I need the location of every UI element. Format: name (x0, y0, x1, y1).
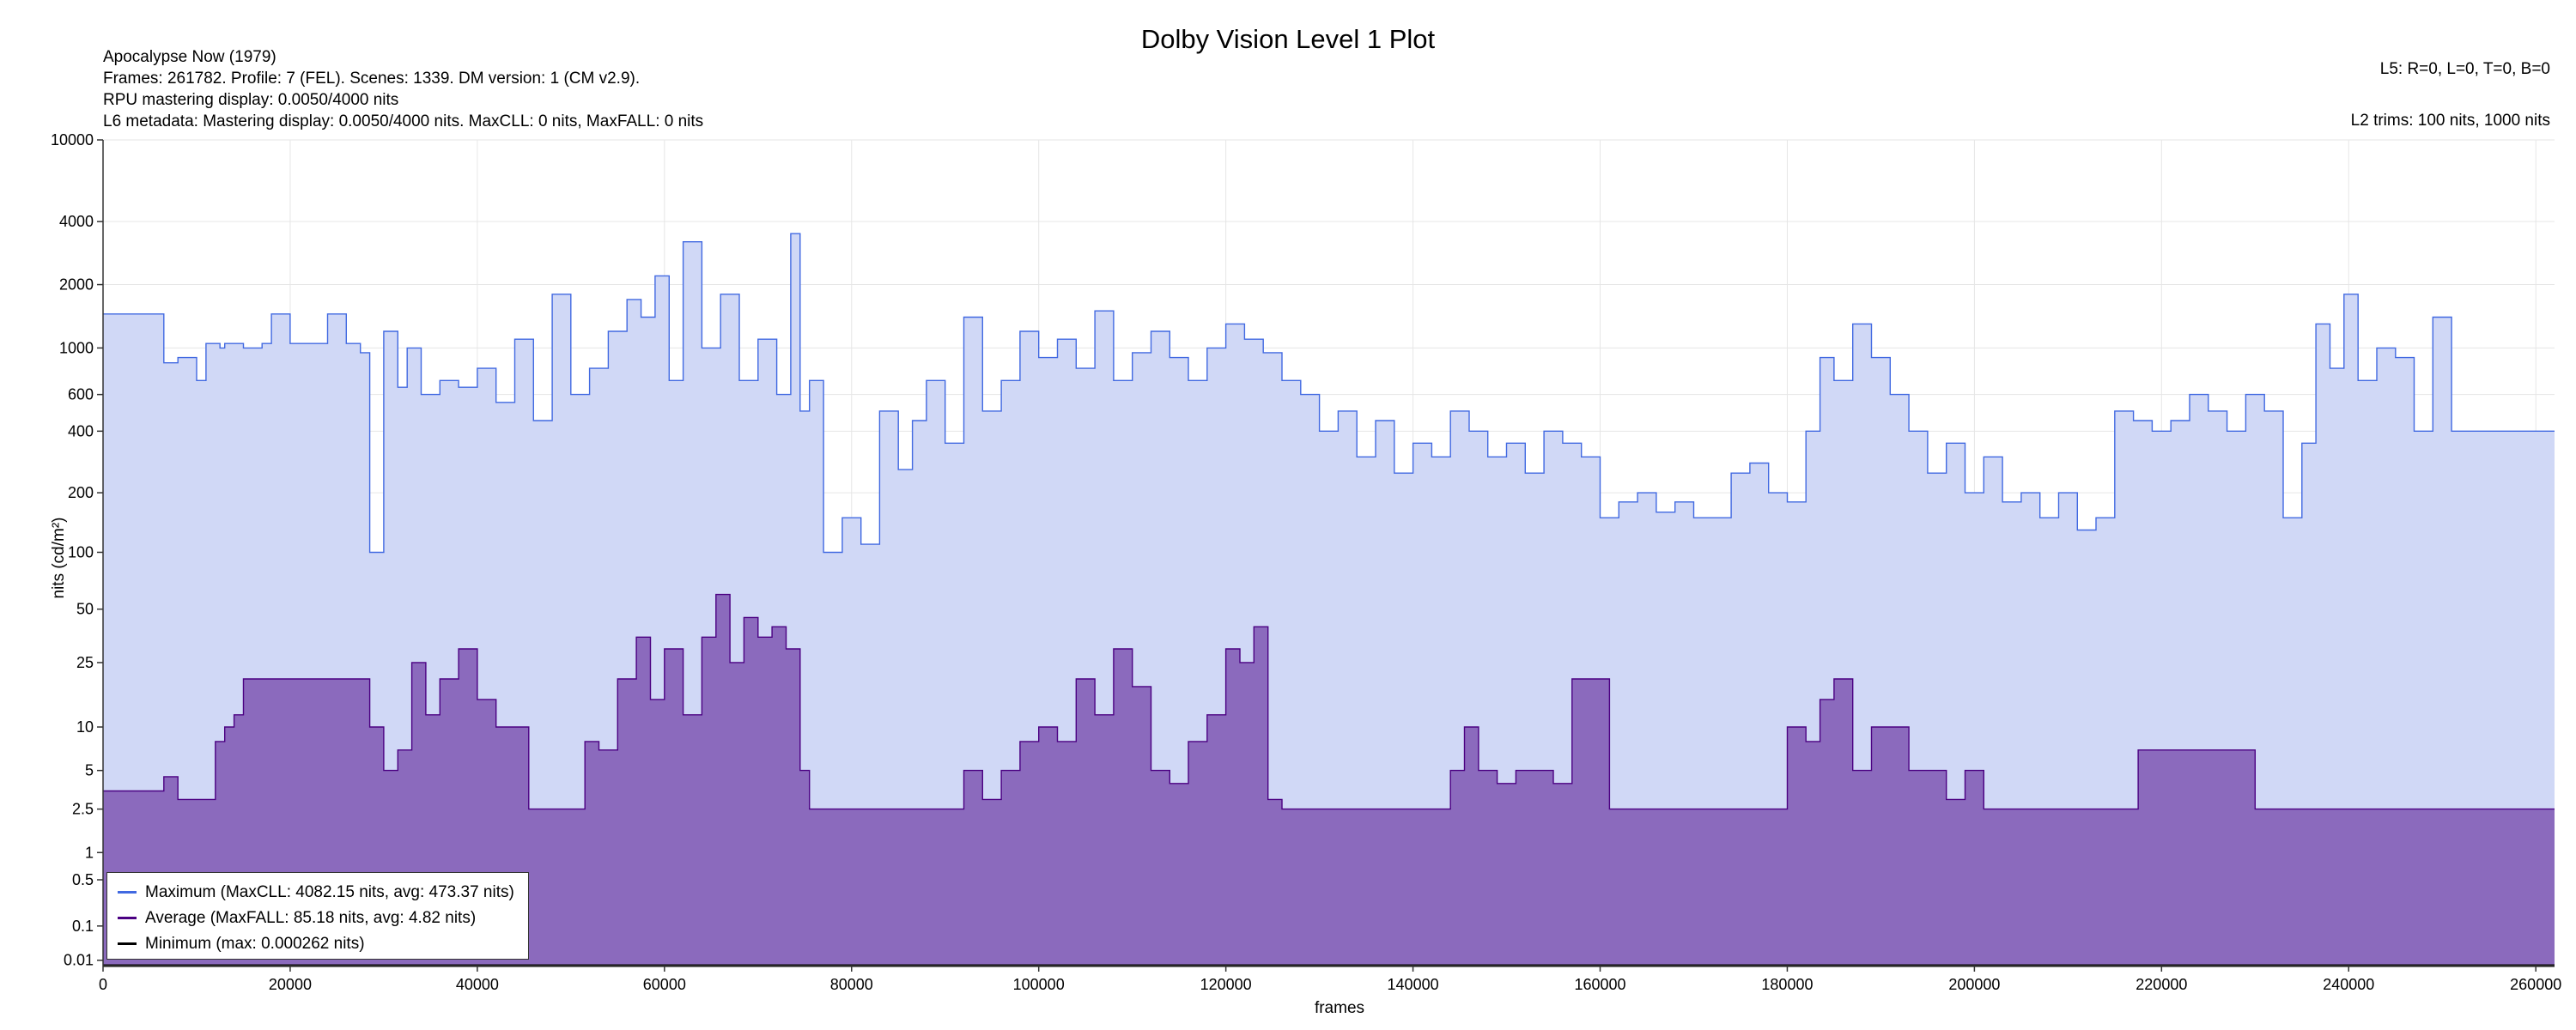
y-tick-label: 200 (68, 484, 94, 501)
info-line-movie: Apocalypse Now (1979) (103, 48, 276, 66)
y-tick-label: 100 (68, 543, 94, 560)
l2-note: L2 trims: 100 nits, 1000 nits (2350, 112, 2550, 130)
x-tick-label: 240000 (2323, 976, 2374, 993)
plot-areas (103, 233, 2555, 966)
y-tick-label: 600 (68, 386, 94, 403)
legend-label-minimum: Minimum (max: 0.000262 nits) (145, 935, 365, 953)
legend-item-minimum: Minimum (max: 0.000262 nits) (118, 935, 365, 954)
x-tick-label: 180000 (1761, 976, 1813, 993)
y-tick-label: 0.01 (64, 952, 94, 969)
series-line-1 (103, 593, 2555, 810)
x-tick-label: 60000 (643, 976, 686, 993)
info-line-rpu: RPU mastering display: 0.0050/4000 nits (103, 91, 399, 109)
legend-swatch-maximum (118, 891, 137, 894)
y-tick-label: 4000 (59, 213, 94, 230)
legend-swatch-minimum (118, 942, 137, 946)
l5-note: L5: R=0, L=0, T=0, B=0 (2379, 60, 2550, 78)
y-tick-label: 1000 (59, 339, 94, 356)
y-tick-label: 2.5 (72, 801, 94, 818)
chart-title: Dolby Vision Level 1 Plot (1140, 24, 1436, 54)
info-block: Apocalypse Now (1979) Frames: 261782. Pr… (103, 46, 703, 132)
axes: 0 20000 40000 60000 80000 100000 120000 140000 1… (51, 131, 2561, 993)
legend-label-maximum: Maximum (MaxCLL: 4082.15 nits, avg: 473.… (145, 883, 514, 901)
y-axis-label: nits (cd/m²) (50, 518, 68, 599)
x-tick-label: 200000 (1948, 976, 2000, 993)
x-tick-label: 0 (99, 976, 107, 993)
x-tick-label: 40000 (456, 976, 499, 993)
x-tick-label: 260000 (2510, 976, 2561, 993)
y-tick-label: 0.1 (72, 918, 94, 935)
x-tick-label: 140000 (1388, 976, 1439, 993)
y-tick-label: 10 (76, 718, 94, 736)
x-tick-label: 220000 (2136, 976, 2187, 993)
legend-item-maximum: Maximum (MaxCLL: 4082.15 nits, avg: 473.… (118, 883, 514, 902)
series-line-0 (103, 233, 2555, 554)
info-line-l6: L6 metadata: Mastering display: 0.0050/4… (103, 112, 704, 130)
y-tick-label: 50 (76, 601, 94, 618)
y-tick-label: 400 (68, 422, 94, 439)
series-area-1 (103, 594, 2555, 966)
legend-swatch-average (118, 917, 137, 920)
x-axis-label: frames (1315, 999, 1364, 1017)
y-tick-label: 0.5 (72, 871, 94, 888)
info-line-frames: Frames: 261782. Profile: 7 (FEL). Scenes… (103, 70, 641, 88)
y-tick-label: 2000 (59, 276, 94, 294)
y-tick-label: 5 (85, 762, 94, 779)
x-tick-label: 100000 (1013, 976, 1065, 993)
legend-item-average: Average (MaxFALL: 85.18 nits, avg: 4.82 … (118, 909, 476, 928)
y-tick-label: 25 (76, 654, 94, 671)
x-tick-label: 80000 (830, 976, 873, 993)
x-tick-label: 120000 (1200, 976, 1252, 993)
y-tick-label: 1 (85, 844, 94, 861)
x-tick-label: 20000 (269, 976, 312, 993)
x-tick-label: 160000 (1574, 976, 1625, 993)
legend-label-average: Average (MaxFALL: 85.18 nits, avg: 4.82 … (145, 909, 477, 927)
legend: Maximum (MaxCLL: 4082.15 nits, avg: 473.… (106, 872, 529, 960)
y-tick-label: 10000 (51, 131, 94, 148)
